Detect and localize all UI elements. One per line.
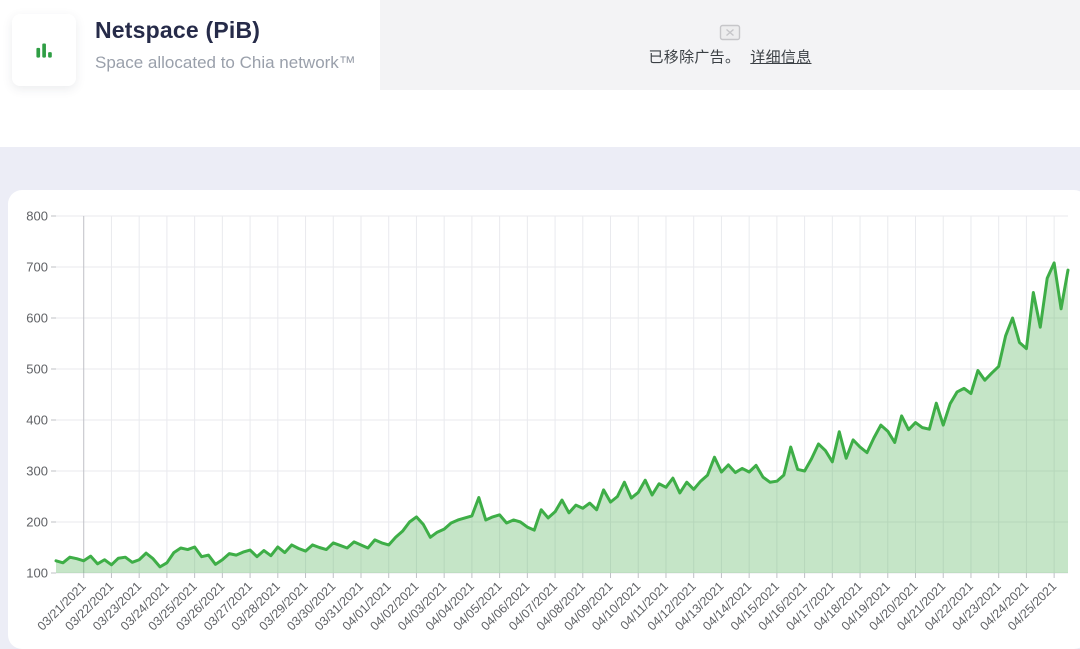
ad-removed-notice: 已移除广告。 详细信息 bbox=[648, 24, 811, 67]
y-tick-label: 500 bbox=[26, 362, 48, 377]
y-tick-label: 700 bbox=[26, 260, 48, 275]
y-tick-label: 600 bbox=[26, 311, 48, 326]
header: Netspace (PiB) Space allocated to Chia n… bbox=[0, 0, 1080, 147]
y-tick-label: 200 bbox=[26, 515, 48, 530]
netspace-icon-tile bbox=[12, 14, 76, 86]
ad-strip: 已移除广告。 详细信息 bbox=[380, 0, 1080, 90]
ad-details-link[interactable]: 详细信息 bbox=[750, 48, 812, 66]
header-card: Netspace (PiB) Space allocated to Chia n… bbox=[0, 0, 380, 147]
netspace-area-chart: 10020030040050060070080003/21/202103/22/… bbox=[26, 209, 1070, 633]
title-block: Netspace (PiB) Space allocated to Chia n… bbox=[95, 17, 356, 73]
ad-blocked-icon bbox=[719, 24, 741, 40]
y-tick-label: 300 bbox=[26, 464, 48, 479]
ad-text-row: 已移除广告。 详细信息 bbox=[648, 46, 811, 67]
chart-card: 100 200 300 400 500 600 700 800 03/21/2021 03/22/… bbox=[8, 190, 1080, 649]
y-tick-label: 400 bbox=[26, 413, 48, 428]
bar-chart-icon bbox=[36, 43, 52, 58]
ad-removed-text: 已移除广告。 bbox=[648, 48, 741, 66]
page-subtitle: Space allocated to Chia network™ bbox=[95, 53, 356, 72]
y-tick-label: 800 bbox=[26, 209, 48, 224]
y-tick-label: 100 bbox=[26, 566, 48, 581]
page-title: Netspace (PiB) bbox=[95, 17, 261, 43]
netspace-area-fill bbox=[56, 262, 1068, 573]
netspace-line bbox=[54, 261, 1070, 569]
